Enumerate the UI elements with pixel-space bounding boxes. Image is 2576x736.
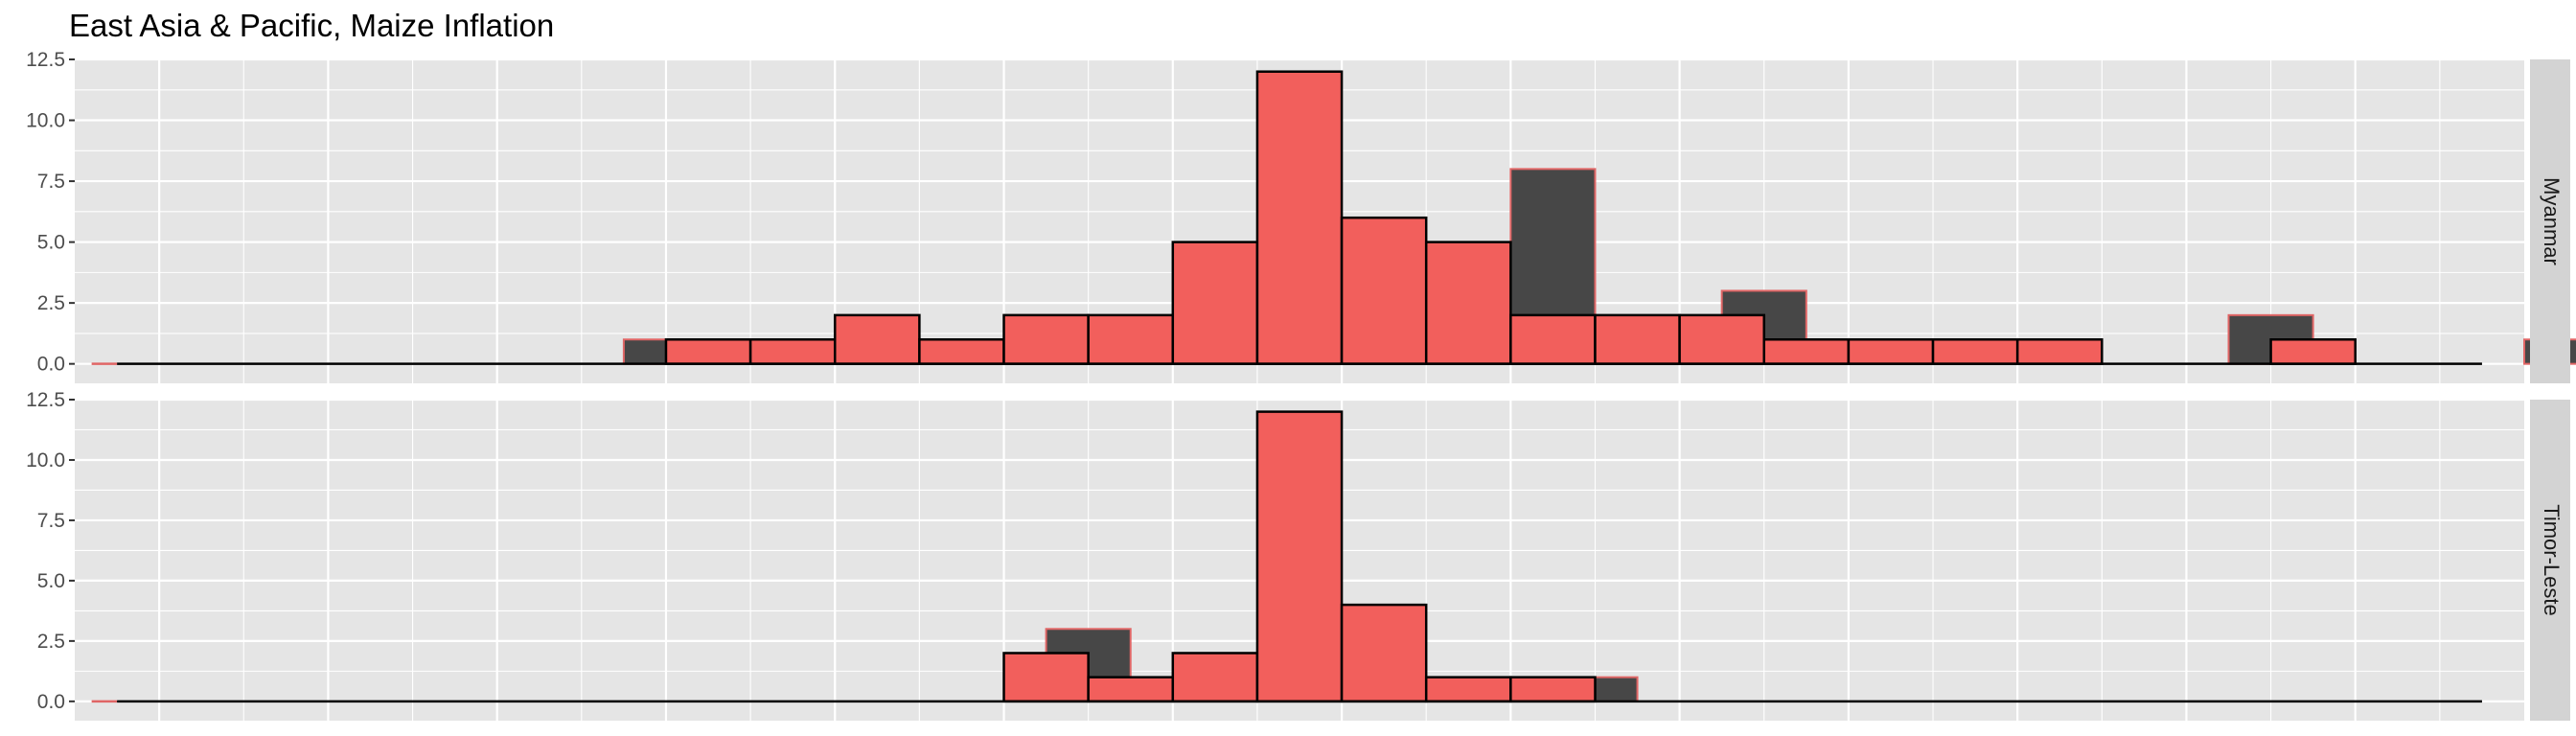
y-tick-label: 5.0 [37, 232, 65, 254]
y-tick-label: 0.0 [37, 691, 65, 713]
facet-strip [2530, 400, 2570, 721]
histogram-bar [1340, 603, 1428, 703]
facet-strip-label: Timor-Leste [2540, 504, 2564, 616]
histogram-bar [1509, 676, 1597, 703]
histogram-bar [918, 338, 1005, 365]
histogram-bar [1255, 410, 1344, 703]
y-tick-label: 2.5 [37, 631, 65, 653]
facet-strip-label: Myanmar [2540, 177, 2564, 265]
y-tick-label: 7.5 [37, 171, 65, 193]
histogram-bar [1340, 216, 1428, 365]
histogram-bar [2015, 338, 2104, 365]
histogram-bar [1594, 313, 1681, 365]
histogram-bar [1424, 241, 1512, 365]
histogram-bar [1255, 70, 1344, 365]
y-tick-label: 10.0 [26, 449, 65, 472]
histogram-bar [1762, 338, 1851, 365]
histogram-bar [1087, 313, 1175, 365]
histogram-bar [664, 338, 752, 365]
histogram-bar [2269, 338, 2357, 365]
histogram-bar [1847, 338, 1935, 365]
histogram-bar [1424, 676, 1512, 703]
facet-strip [2530, 59, 2570, 383]
histogram-bar [1171, 241, 1259, 365]
histogram-bar [1931, 338, 2019, 365]
histogram-bar [1171, 652, 1259, 703]
histogram-bar [833, 313, 921, 365]
y-tick-label: 5.0 [37, 570, 65, 592]
histogram-bar [1087, 676, 1175, 703]
histogram-bar [1678, 313, 1766, 365]
y-tick-label: 0.0 [37, 354, 65, 376]
histogram-bar [1002, 313, 1090, 365]
histogram-bar [1509, 313, 1597, 365]
y-tick-label: 2.5 [37, 292, 65, 314]
y-tick-label: 12.5 [26, 49, 65, 71]
y-tick-label: 12.5 [26, 389, 65, 411]
y-tick-label: 7.5 [37, 510, 65, 532]
chart-title: East Asia & Pacific, Maize Inflation [69, 8, 555, 43]
histogram-bar [748, 338, 837, 365]
histogram-bar [1002, 652, 1090, 703]
y-tick-label: 10.0 [26, 110, 65, 132]
